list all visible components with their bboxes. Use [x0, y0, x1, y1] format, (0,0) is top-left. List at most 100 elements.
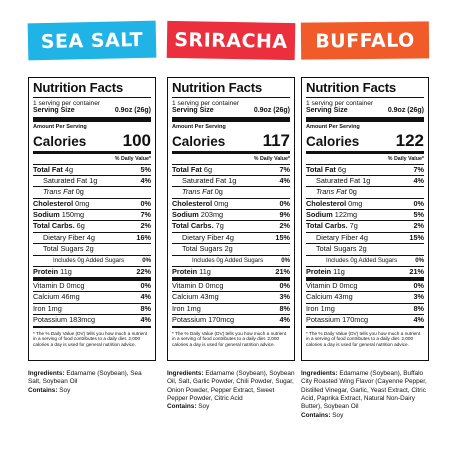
nutrient-daily-value: 0%: [140, 198, 151, 208]
nutrient-daily-value: 7%: [140, 210, 151, 220]
nutrient-amount: 0mg: [214, 198, 229, 208]
flavor-banner: SEA SALT: [27, 20, 157, 61]
nutrient-amount: 11g: [199, 266, 211, 276]
flavor-name: BUFFALO: [315, 28, 415, 53]
nutrient-amount: 7g: [349, 221, 358, 231]
calories-row: Calories 100: [33, 131, 151, 155]
nutrient-row: Iron 1mg 8%: [33, 303, 151, 316]
contains-text: Soy: [332, 411, 344, 419]
serving-size-value: 0.9oz (26g): [114, 107, 151, 115]
nutrient-daily-value: 16%: [136, 232, 151, 242]
nutrient-amount: 4g: [86, 232, 95, 242]
servings-per-container: 1 serving per container: [172, 99, 240, 107]
nutrient-name: Calcium: [306, 292, 333, 302]
calories-row: Calories 117: [172, 131, 290, 155]
nutrient-name: Sodium: [306, 210, 333, 220]
ingredients-text: Edamame (Soybean), Soybean Oil, Salt, Ga…: [167, 370, 295, 402]
nutrient-daily-value: 4%: [413, 175, 424, 185]
calories-value: 117: [262, 130, 290, 150]
nutrient-amount: 4g: [359, 232, 368, 242]
nutrient-amount: 6g: [76, 221, 85, 231]
nutrient-daily-value: 8%: [413, 303, 424, 313]
nutrient-amount: 7g: [215, 221, 224, 231]
calories-value: 100: [122, 130, 151, 150]
nutrient-daily-value: 2%: [413, 221, 424, 231]
nutrient-name: Cholesterol: [306, 198, 347, 208]
nutrient-name: Protein: [172, 266, 198, 276]
nutrient-amount: 0mcg: [66, 281, 85, 291]
serving-size-row: Serving Size 0.9oz (26g): [306, 107, 424, 123]
nutrient-daily-value: 8%: [140, 303, 151, 313]
nutrient-name: Dietary Fiber: [316, 232, 358, 242]
nutrient-amount: 0mcg: [205, 281, 224, 291]
nutrient-row: Total Sugars 2g: [172, 244, 290, 256]
nutrient-row: Includes 0g Added Sugars 0%: [172, 256, 290, 267]
nutrient-name: Sodium: [172, 210, 199, 220]
nutrient-row: Sodium 122mg 5%: [306, 210, 424, 222]
nutrient-name: Includes 0g Added Sugars: [326, 256, 398, 264]
nutrient-daily-value: 4%: [279, 175, 290, 185]
nutrient-daily-value: 0%: [142, 256, 151, 264]
nutrient-daily-value: 5%: [140, 164, 151, 174]
nutrient-amount: 4g: [225, 232, 234, 242]
nutrient-name: Iron: [306, 303, 319, 313]
nutrient-name: Potassium: [33, 315, 68, 325]
ingredients-label: Ingredients:: [301, 370, 338, 377]
contains-text: Soy: [198, 403, 210, 411]
nutrient-name: Calcium: [33, 292, 60, 302]
nutrient-daily-value: 0%: [413, 198, 424, 208]
nutrient-row: Saturated Fat 1g 4%: [306, 175, 424, 188]
nutrient-amount: 11g: [60, 266, 72, 276]
nutrient-name: Protein: [33, 266, 59, 276]
nutrient-row: Dietary Fiber 4g 16%: [33, 232, 151, 245]
nutrient-row: Trans Fat 0g: [306, 187, 424, 199]
nutrient-amount: 6g: [203, 164, 213, 174]
nutrient-amount: 0g: [214, 187, 223, 197]
nutrient-row: Protein 11g 21%: [172, 266, 290, 282]
nutrient-row: Total Fat 6g 7%: [306, 165, 424, 176]
nutrient-amount: 122mg: [334, 210, 358, 220]
nutrient-daily-value: 15%: [275, 232, 290, 242]
nutrient-row: Total Carbs. 7g 2%: [306, 221, 424, 233]
nutrient-daily-value: 21%: [275, 266, 290, 276]
nutrient-name: Calcium: [172, 292, 199, 302]
ingredients-label: Ingredients:: [167, 370, 204, 377]
nutrient-row: Vitamin D 0mcg 0%: [33, 281, 151, 293]
nutrient-name: Includes 0g Added Sugars: [53, 256, 125, 264]
nutrient-name: Potassium: [172, 315, 207, 325]
nutrient-row: Sodium 203mg 9%: [172, 210, 290, 222]
ingredients-block: Ingredients: Edamame (Soybean), Soybean …: [167, 370, 295, 412]
nutrient-row: Total Fat 4g 5%: [33, 165, 151, 176]
flavor-banner: SRIRACHA: [166, 20, 296, 61]
nutrient-amount: 6g: [337, 164, 347, 174]
nutrient-row: Vitamin D 0mcg 0%: [172, 281, 290, 293]
nutrient-row: Trans Fat 0g: [172, 187, 290, 199]
serving-size-label: Serving Size: [306, 107, 348, 115]
nutrient-row: Dietary Fiber 4g 15%: [306, 232, 424, 245]
nutrient-row: Protein 11g 21%: [306, 266, 424, 282]
nutrient-amount: 2g: [224, 244, 233, 254]
serving-size-row: Serving Size 0.9oz (26g): [33, 107, 151, 123]
calories-label: Calories: [172, 133, 226, 149]
ingredients-text: Edamame (Soybean), Sea Salt, Soybean Oil: [28, 370, 142, 386]
nutrient-amount: 1mg: [186, 303, 201, 313]
nutrient-row: Calcium 43mg 3%: [306, 292, 424, 304]
contains-text: Soy: [59, 386, 71, 394]
serving-size-value: 0.9oz (26g): [253, 107, 290, 115]
nutrient-row: Dietary Fiber 4g 15%: [172, 232, 290, 245]
nutrient-amount: 1mg: [320, 303, 335, 313]
nutrient-name: Iron: [33, 303, 46, 313]
nutrition-facts-title: Nutrition Facts: [33, 81, 151, 98]
nutrient-daily-value: 4%: [140, 315, 151, 325]
nutrient-amount: 11g: [333, 266, 345, 276]
nutrient-amount: 0mg: [75, 198, 90, 208]
nutrient-name: Cholesterol: [33, 198, 74, 208]
nutrient-name: Dietary Fiber: [182, 232, 224, 242]
amount-per-serving: Amount Per Serving: [33, 124, 87, 131]
ingredients-text: Edamame (Soybean), Buffalo City Roasted …: [301, 370, 427, 411]
nutrient-daily-value: 0%: [413, 281, 424, 291]
nutrient-amount: 150mg: [61, 210, 85, 220]
nutrient-name: Total Sugars: [43, 244, 84, 254]
nutrient-row: Total Sugars 2g: [306, 244, 424, 256]
nutrient-daily-value: 4%: [140, 292, 151, 302]
